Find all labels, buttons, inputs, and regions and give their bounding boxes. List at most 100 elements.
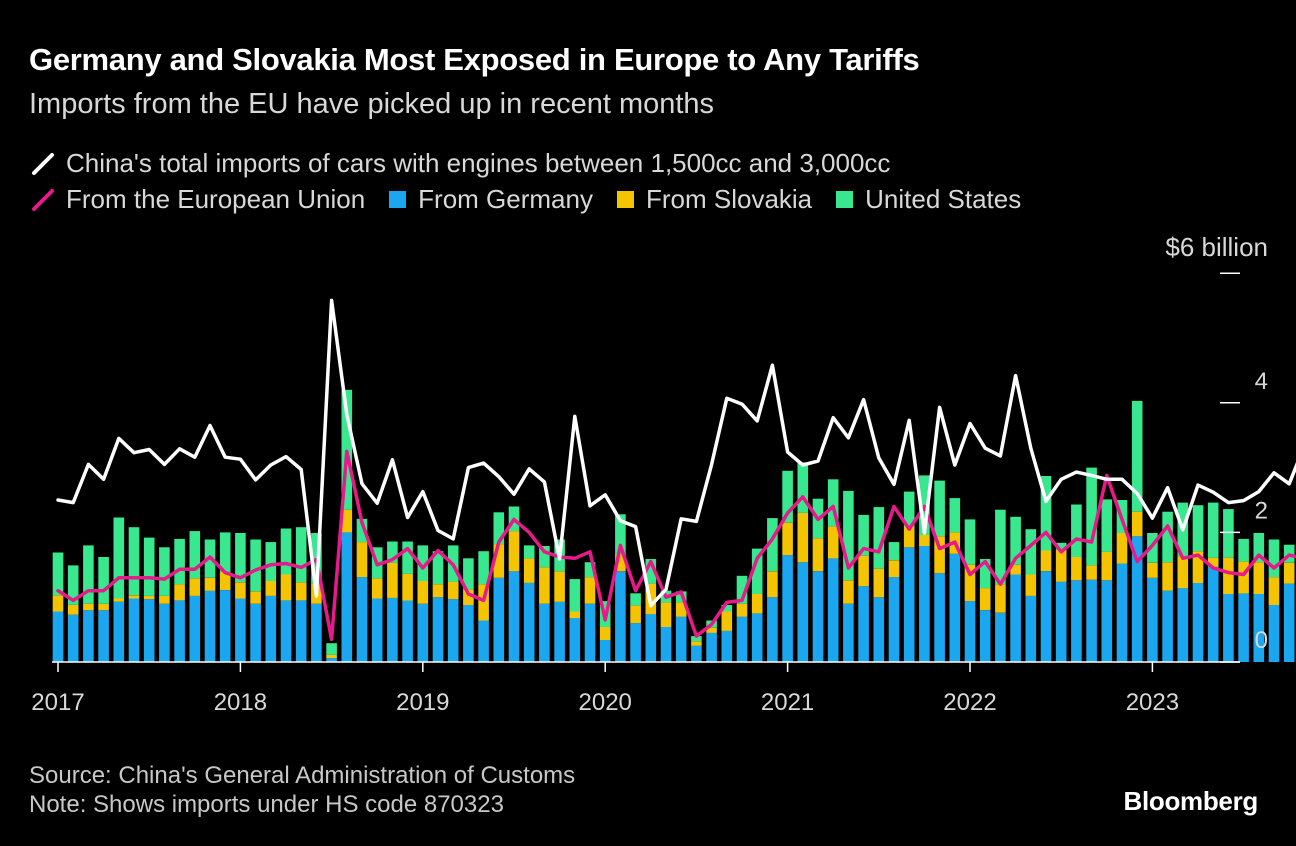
bar-slovakia xyxy=(463,589,474,605)
bar-us xyxy=(767,518,778,572)
bar-us xyxy=(539,546,550,568)
legend-item-slovakia: From Slovakia xyxy=(616,184,813,215)
bar-slovakia xyxy=(265,581,277,596)
bar-slovakia xyxy=(235,582,246,599)
bar-germany xyxy=(295,600,307,662)
bar-germany xyxy=(843,603,854,662)
chart-title: Germany and Slovakia Most Exposed in Eur… xyxy=(29,42,920,77)
bar-us xyxy=(995,509,1006,585)
bar-slovakia xyxy=(721,611,733,631)
bar-slovakia xyxy=(660,602,672,627)
bar-germany xyxy=(873,597,885,662)
bar-us xyxy=(387,541,398,563)
bar-slovakia xyxy=(1131,511,1143,537)
bar-us xyxy=(1025,529,1037,575)
bar-germany xyxy=(751,613,763,662)
bar-germany xyxy=(478,620,489,662)
bar-germany xyxy=(1131,536,1143,662)
bar-slovakia xyxy=(827,526,839,559)
legend-us-swatch-icon xyxy=(836,191,854,208)
chart-subtitle: Imports from the EU have picked up in re… xyxy=(29,88,715,120)
bar-germany xyxy=(767,597,778,662)
bar-germany xyxy=(523,582,535,662)
bar-us xyxy=(143,537,155,596)
legend-eu-line-icon xyxy=(32,188,54,211)
bar-us xyxy=(250,539,261,592)
bar-us xyxy=(949,498,961,533)
bar-us xyxy=(1162,511,1173,563)
bar-slovakia xyxy=(1025,574,1037,596)
bar-germany xyxy=(964,601,976,662)
bar-us xyxy=(128,527,140,596)
bar-germany xyxy=(219,590,231,662)
bar-slovakia xyxy=(736,603,748,617)
bar-germany xyxy=(204,590,216,662)
bar-us xyxy=(903,491,915,526)
bar-slovakia xyxy=(1071,557,1082,581)
bar-slovakia xyxy=(539,567,550,604)
bar-slovakia xyxy=(143,595,155,600)
legend-slovakia-swatch-icon xyxy=(616,191,634,208)
bar-germany xyxy=(113,601,125,662)
bar-germany xyxy=(1071,580,1082,662)
bar-us xyxy=(463,558,474,590)
bar-slovakia xyxy=(1055,549,1067,582)
legend-item-germany: From Germany xyxy=(389,184,593,215)
bar-slovakia xyxy=(599,627,611,640)
bar-slovakia xyxy=(52,595,64,612)
bar-slovakia xyxy=(326,654,337,659)
bar-germany xyxy=(326,658,337,662)
bar-germany xyxy=(356,577,368,662)
bar-slovakia xyxy=(1086,565,1097,580)
bar-us xyxy=(219,532,231,572)
x-tick-label: 2021 xyxy=(761,689,814,716)
bar-germany xyxy=(1040,571,1052,662)
bar-us xyxy=(295,527,307,583)
bar-us xyxy=(493,512,505,545)
bar-germany xyxy=(721,630,733,662)
bar-germany xyxy=(143,599,155,662)
bar-slovakia xyxy=(1192,551,1204,583)
bar-germany xyxy=(599,640,611,662)
bar-germany xyxy=(508,571,520,662)
bar-germany xyxy=(903,547,915,662)
bar-us xyxy=(478,551,489,585)
legend-us-label: United States xyxy=(865,184,1022,214)
bar-us xyxy=(326,643,337,655)
bar-slovakia xyxy=(1162,562,1173,591)
bar-germany xyxy=(858,586,869,662)
bar-us xyxy=(843,490,854,581)
bar-us xyxy=(615,514,626,555)
bar-germany xyxy=(1253,594,1265,662)
source-note: Source: China's General Administration o… xyxy=(29,762,576,789)
bar-germany xyxy=(1223,594,1234,662)
bar-slovakia xyxy=(812,538,824,572)
bar-us xyxy=(858,514,869,556)
bar-slovakia xyxy=(280,574,292,601)
bar-germany xyxy=(52,611,64,662)
bar-us xyxy=(1207,502,1219,558)
legend-row-1: China's total imports of cars with engin… xyxy=(30,148,914,179)
footnote: Note: Shows imports under HS code 870323 xyxy=(29,791,504,818)
bar-slovakia xyxy=(508,531,520,572)
bar-slovakia xyxy=(356,542,368,578)
bar-germany xyxy=(1268,605,1280,662)
bar-us xyxy=(1268,539,1280,578)
bar-slovakia xyxy=(964,564,976,602)
bar-slovakia xyxy=(797,513,809,563)
bar-slovakia xyxy=(478,584,489,621)
bar-us xyxy=(888,542,900,561)
bar-germany xyxy=(1101,580,1113,662)
bar-germany xyxy=(493,577,505,662)
bar-slovakia xyxy=(995,584,1006,613)
bar-us xyxy=(189,531,201,579)
bar-slovakia xyxy=(128,595,140,599)
bar-germany xyxy=(67,614,79,662)
bar-germany xyxy=(1192,582,1204,662)
bar-us xyxy=(1238,538,1249,562)
legend-slovakia-label: From Slovakia xyxy=(645,184,813,214)
bar-germany xyxy=(83,610,94,662)
bar-series-group xyxy=(52,389,1295,662)
bar-slovakia xyxy=(371,578,383,599)
bar-slovakia xyxy=(615,554,626,572)
